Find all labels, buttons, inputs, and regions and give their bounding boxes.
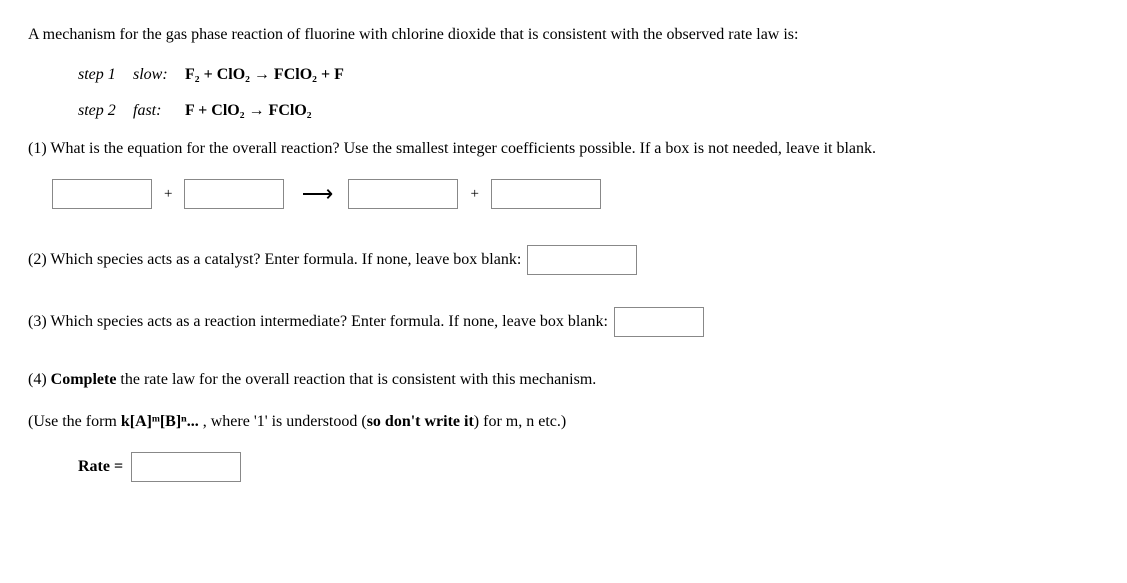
rate-label: Rate = [78, 458, 123, 476]
intro-text: A mechanism for the gas phase reaction o… [28, 24, 1099, 46]
question-1-text: (1) What is the equation for the overall… [28, 138, 1099, 160]
mechanism-steps: step 1 slow: F₂ + ClO₂ → FClO₂ + F step … [28, 66, 1099, 120]
step-2-label: step 2 [78, 102, 133, 120]
rate-input[interactable] [131, 452, 241, 482]
plus-2: + [470, 186, 478, 203]
catalyst-input[interactable] [527, 245, 637, 275]
step-1-equation: F₂ + ClO₂ → FClO₂ + F [185, 66, 344, 84]
question-2-text: (2) Which species acts as a catalyst? En… [28, 251, 521, 269]
plus-1: + [164, 186, 172, 203]
product-2-input[interactable] [491, 179, 601, 209]
step-2-speed: fast: [133, 102, 185, 120]
question-4-hint: (Use the form k[A]ᵐ[B]ⁿ... , where '1' i… [28, 411, 1099, 433]
product-1-input[interactable] [348, 179, 458, 209]
step-1: step 1 slow: F₂ + ClO₂ → FClO₂ + F [78, 66, 1099, 84]
question-3-row: (3) Which species acts as a reaction int… [28, 307, 1099, 337]
question-2-row: (2) Which species acts as a catalyst? En… [28, 245, 1099, 275]
overall-equation-row: + ⟶ + [28, 179, 1099, 209]
step-1-label: step 1 [78, 66, 133, 84]
intermediate-input[interactable] [614, 307, 704, 337]
question-3-text: (3) Which species acts as a reaction int… [28, 313, 608, 331]
step-2: step 2 fast: F + ClO₂ → FClO₂ [78, 102, 1099, 120]
rate-row: Rate = [28, 452, 1099, 482]
reactant-2-input[interactable] [184, 179, 284, 209]
question-4-text: (4) Complete the rate law for the overal… [28, 369, 1099, 391]
step-1-speed: slow: [133, 66, 185, 84]
reactant-1-input[interactable] [52, 179, 152, 209]
reaction-arrow-icon: ⟶ [296, 181, 336, 207]
step-2-equation: F + ClO₂ → FClO₂ [185, 102, 312, 120]
